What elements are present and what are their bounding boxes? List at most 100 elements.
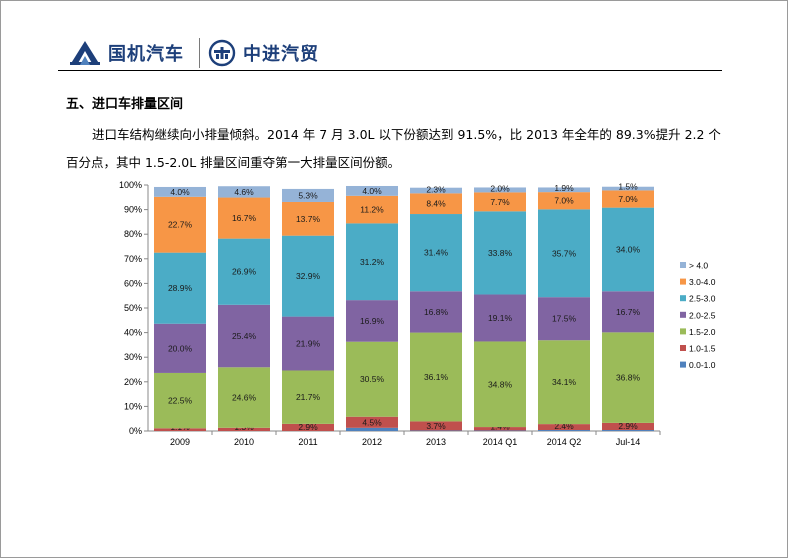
legend-swatch [680, 311, 686, 318]
y-tick-label: 60% [124, 278, 142, 288]
legend-swatch [680, 328, 686, 335]
data-label: 7.0% [618, 194, 638, 204]
bar-segment [474, 187, 526, 193]
bar-segment [410, 332, 462, 422]
bar-segment [602, 422, 654, 431]
bar-segment [218, 238, 270, 305]
bar-segment [602, 186, 654, 191]
x-tick-label: 2014 Q2 [547, 437, 582, 447]
bar-segment [346, 223, 398, 301]
bar-segment [218, 427, 270, 431]
data-label: 13.7% [296, 214, 321, 224]
data-label: 34.0% [616, 244, 641, 254]
x-tick-label: 2013 [426, 437, 446, 447]
bar-segment [346, 300, 398, 342]
legend-swatch [680, 278, 686, 285]
data-label: 8.4% [426, 199, 446, 209]
bar-segment [602, 190, 654, 208]
bar-segment [538, 192, 590, 210]
x-tick-label: Jul-14 [616, 437, 641, 447]
bar-segment [474, 294, 526, 342]
legend-label: 0.0-1.0 [689, 360, 716, 370]
bar-segment [282, 316, 334, 371]
data-label: 17.5% [552, 314, 577, 324]
bar-segment [602, 207, 654, 292]
legend-label: 1.5-2.0 [689, 327, 716, 337]
bar-segment [538, 209, 590, 298]
bar-segment [154, 323, 206, 373]
bar-segment [346, 416, 398, 428]
bar-segment [538, 187, 590, 193]
bar-segment [282, 235, 334, 317]
data-label: 31.4% [424, 248, 449, 258]
data-label: 5.3% [298, 190, 318, 200]
data-label: 35.7% [552, 248, 577, 258]
data-label: 4.0% [170, 187, 190, 197]
y-tick-label: 100% [119, 180, 142, 190]
y-tick-label: 80% [124, 229, 142, 239]
data-label: 16.7% [232, 213, 257, 223]
data-label: 21.9% [296, 339, 321, 349]
bar-segment [538, 297, 590, 341]
x-tick-label: 2011 [298, 437, 317, 447]
data-label: 32.9% [296, 271, 321, 281]
y-tick-label: 90% [124, 205, 142, 215]
data-label: 20.0% [168, 343, 193, 353]
bar-segment [474, 192, 526, 212]
data-label: 22.5% [168, 396, 193, 406]
brand-name-left: 国机汽车 [108, 44, 184, 65]
bar-segment [282, 423, 334, 431]
bar-segment [218, 197, 270, 239]
x-tick-label: 2010 [234, 437, 254, 447]
bar-segment [538, 430, 590, 431]
data-label: 2.3% [426, 184, 446, 194]
y-tick-label: 40% [124, 328, 142, 338]
bar-segment [154, 196, 206, 253]
bar-segment [218, 367, 270, 428]
data-label: 26.9% [232, 267, 257, 277]
bar-segment [474, 211, 526, 295]
legend-swatch [680, 361, 686, 368]
y-tick-label: 10% [124, 401, 142, 411]
bar-segment [410, 421, 462, 431]
bar-segment [602, 332, 654, 423]
chart-legend: > 4.0 3.0-4.0 2.5-3.0 2.0-2.5 1.5-2.0 1.0-1.5… [680, 261, 716, 370]
data-label: 36.1% [424, 372, 449, 382]
data-label: 2.0% [490, 183, 510, 193]
data-label: 4.6% [234, 187, 254, 197]
x-tick-label: 2012 [362, 437, 382, 447]
y-tick-label: 0% [129, 426, 142, 436]
cmit-logo-icon [208, 39, 236, 67]
bar-segment [410, 291, 462, 333]
data-label: 25.4% [232, 331, 257, 341]
legend-label: 2.5-3.0 [689, 294, 716, 304]
legend-swatch [680, 262, 686, 268]
bar-segment [346, 341, 398, 417]
data-label: 16.9% [360, 316, 385, 326]
bar-segment [346, 427, 398, 431]
bar-segment [346, 195, 398, 224]
chart-bars: 1.1%22.5%20.0%28.9%22.7%4.0%1.3%24.6%25.… [154, 181, 654, 432]
data-label: 2.4% [554, 421, 574, 431]
data-label: 2.9% [298, 422, 318, 432]
data-label: 24.6% [232, 393, 257, 403]
data-label: 7.0% [554, 196, 574, 206]
header-rule [58, 70, 722, 71]
data-label: 30.5% [360, 374, 385, 384]
brand-name-right: 中进汽贸 [243, 44, 319, 65]
bar-segment [282, 201, 334, 236]
data-label: 34.1% [552, 377, 577, 387]
bar-segment [474, 341, 526, 428]
data-label: 4.5% [362, 417, 382, 427]
header-divider [199, 38, 200, 68]
data-label: 11.2% [360, 205, 384, 215]
data-label: 28.9% [168, 283, 193, 293]
x-tick-label: 2009 [170, 437, 190, 447]
bar-segment [410, 187, 462, 194]
bar-segment [538, 424, 590, 431]
bar-segment [154, 186, 206, 197]
data-label: 19.1% [488, 313, 513, 323]
sinomach-logo-icon [70, 41, 100, 65]
data-label: 4.0% [362, 186, 382, 196]
